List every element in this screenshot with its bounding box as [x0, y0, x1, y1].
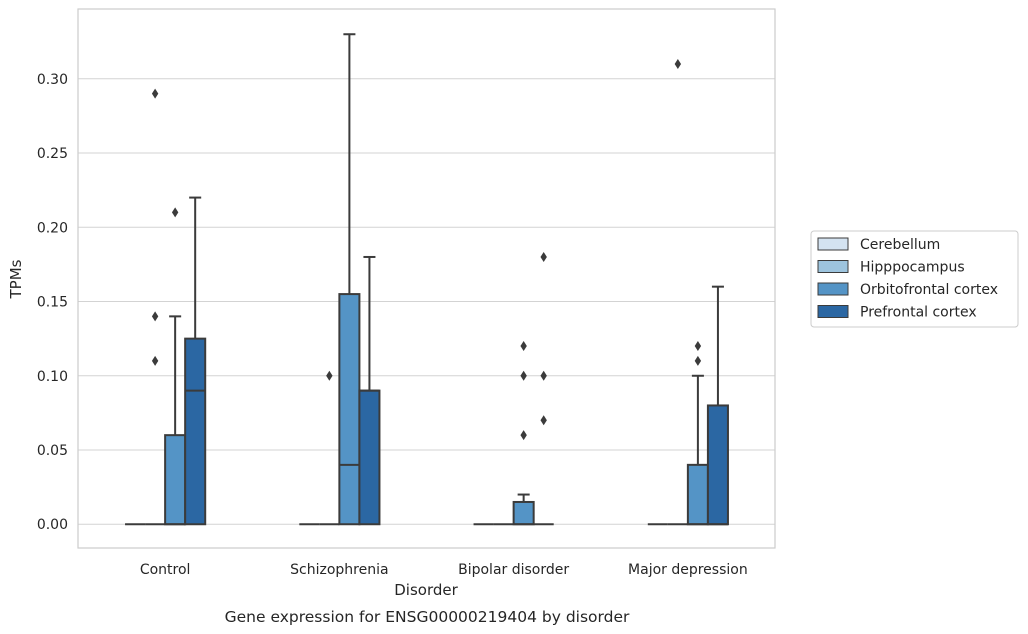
legend-label: Cerebellum — [860, 237, 940, 253]
box-orbitofrontal-cortex — [164, 207, 187, 526]
box-marks — [125, 33, 729, 526]
outlier-point — [540, 251, 547, 262]
y-tick-labels: 0.00 0.05 0.10 0.15 0.20 0.25 0.30 — [37, 72, 68, 533]
y-tick-label: 0.00 — [37, 517, 68, 533]
y-tick-label: 0.20 — [37, 220, 68, 236]
box-body — [512, 500, 535, 526]
x-tick-labels: Control Schizophrenia Bipolar disorder Majo… — [140, 562, 748, 578]
box-prefrontal-cortex — [184, 196, 207, 526]
outlier-point — [540, 370, 547, 381]
outlier-point — [520, 430, 527, 441]
box-body — [706, 404, 729, 526]
box-prefrontal-cortex — [533, 251, 554, 526]
outlier-point — [674, 58, 682, 69]
box-prefrontal-cortex — [358, 255, 381, 526]
box-orbitofrontal-cortex — [512, 341, 535, 526]
outlier-point — [151, 311, 159, 322]
legend: Cerebellum Hipppocampus Orbitofrontal cort… — [810, 230, 1019, 328]
x-axis-label: Disorder — [394, 581, 458, 599]
legend-label: Orbitofrontal cortex — [860, 282, 998, 298]
legend-swatch — [817, 237, 849, 251]
legend-swatch — [817, 305, 849, 318]
box-orbitofrontal-cortex — [686, 341, 709, 526]
chart-caption: Gene expression for ENSG00000219404 by d… — [225, 608, 630, 626]
legend-frame — [810, 230, 1019, 328]
outlier-point — [151, 355, 159, 366]
y-tick-label: 0.25 — [37, 146, 68, 162]
legend-label: Prefrontal cortex — [860, 305, 977, 321]
outlier-point — [520, 341, 527, 352]
box-body — [164, 434, 187, 526]
x-tick-label: Bipolar disorder — [458, 562, 569, 578]
x-tick-label: Schizophrenia — [290, 562, 388, 578]
box-hipppocampus — [319, 370, 340, 526]
box-hipppocampus — [667, 58, 688, 526]
y-axis-label: TPMs — [7, 259, 25, 299]
legend-swatch — [817, 260, 849, 273]
plot-frame — [77, 8, 776, 549]
outlier-point — [694, 341, 702, 352]
box-body — [358, 389, 381, 526]
y-tick-label: 0.10 — [37, 369, 68, 385]
outlier-point — [326, 370, 333, 381]
outlier-point — [520, 370, 527, 381]
box-prefrontal-cortex — [706, 285, 729, 526]
outlier-point — [171, 207, 179, 218]
legend-label: Hipppocampus — [860, 260, 965, 276]
outlier-point — [694, 355, 702, 366]
y-tick-label: 0.15 — [37, 295, 68, 311]
box-body — [184, 337, 207, 526]
x-tick-label: Control — [140, 562, 191, 578]
legend-swatch — [817, 282, 849, 296]
y-tick-label: 0.05 — [37, 443, 68, 459]
x-tick-label: Major depression — [628, 562, 748, 578]
box-hipppocampus — [145, 88, 166, 526]
y-tick-label: 0.30 — [37, 72, 68, 88]
box-body — [338, 293, 361, 526]
outlier-point — [151, 88, 159, 99]
box-body — [686, 463, 709, 526]
outlier-point — [540, 415, 547, 426]
